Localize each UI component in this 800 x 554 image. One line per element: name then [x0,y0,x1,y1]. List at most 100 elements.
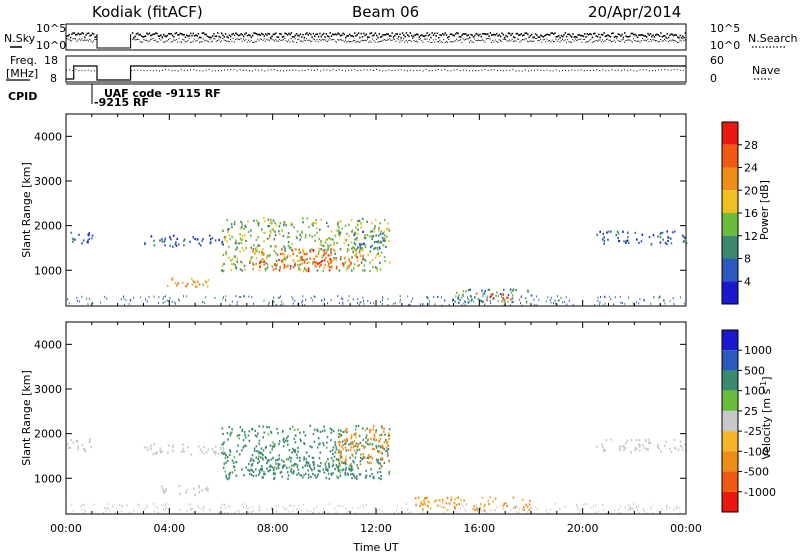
data-cell [193,511,195,514]
noise-search-point [669,39,671,41]
data-cell [202,507,204,509]
data-cell [527,290,529,293]
noise-sky-point [484,33,486,35]
noise-sky-point [350,34,352,37]
nave-point [565,69,567,71]
data-cell [319,228,321,231]
noise-sky-point [244,33,246,35]
data-cell [271,445,274,448]
noise-search-point [556,40,558,42]
nave-point [425,69,427,70]
noise-sky-point [272,33,275,36]
data-cell [307,469,309,472]
data-cell [275,224,277,227]
data-cell [343,242,345,245]
nave-point [605,70,607,72]
noise-search-point [631,41,633,43]
data-cell [199,448,202,451]
noise-sky-point [237,34,240,37]
data-cell [554,502,556,505]
noise-sky-point [642,34,644,36]
noise-search-point [573,40,575,42]
data-cell [296,236,298,239]
noise-sky-point [516,32,519,35]
data-cell [340,256,342,259]
data-cell [369,235,371,238]
noise-sky-point [431,32,433,34]
noise-search-point [642,38,644,39]
data-cell [394,302,396,305]
data-cell [241,225,243,228]
data-cell [601,446,604,449]
data-cell [68,302,70,305]
data-cell [296,463,299,466]
data-cell [387,454,389,457]
data-cell [144,508,146,511]
noise-sky-point [283,35,285,38]
noise-sky-point [262,33,264,36]
data-cell [619,446,621,450]
noise-sky-point [292,36,294,38]
noise-search-point [261,38,262,40]
noise-sky-point [620,35,622,37]
data-cell [304,304,306,307]
noise-search-point [342,39,344,41]
data-cell [358,448,361,451]
data-cell [330,230,333,233]
nave-point [388,69,390,71]
data-cell [240,296,242,298]
noise-sky-point [95,35,98,38]
data-cell [602,232,605,235]
data-cell [296,473,298,476]
data-cell [490,295,492,298]
data-cell [93,503,95,506]
data-cell [388,239,390,243]
noise-sky-point [430,36,432,39]
data-cell [264,269,267,272]
noise-sky-point [356,34,358,36]
colorbar-segment [722,330,738,351]
noise-search-point [339,38,341,40]
data-cell [320,218,322,221]
data-cell [269,465,271,468]
noise-sky-point [613,36,616,38]
noise-sky-point [426,32,428,34]
data-cell [290,468,293,471]
noise-search-point [674,40,676,41]
nave-point [171,70,173,72]
data-cell [181,281,184,284]
data-cell [460,499,462,502]
noise-search-point [162,41,164,43]
data-cell [577,508,579,511]
data-cell [363,264,366,267]
data-cell [161,503,163,506]
data-cell [465,301,467,303]
data-cell [176,237,179,241]
noise-search-point [175,39,177,40]
data-cell [356,238,358,242]
noise-sky-point [584,33,586,35]
noise-search-point [448,39,450,40]
data-cell [258,452,260,455]
data-cell [319,470,321,473]
data-cell [330,439,332,442]
data-cell [467,301,470,304]
data-cell [279,265,282,268]
noise-sky-point [467,34,470,36]
data-cell [383,240,386,243]
noise-sky-point [78,33,81,36]
noise-sky-point [633,33,635,36]
data-cell [358,303,360,306]
data-cell [643,299,645,302]
nave-point [670,69,672,71]
data-cell [647,442,650,445]
noise-search-point [286,41,288,43]
data-cell [672,297,674,300]
data-cell [492,297,495,300]
data-cell [315,222,317,225]
data-cell [229,453,231,456]
data-cell [342,298,344,301]
data-cell [419,504,421,507]
noise-sky-point [414,34,417,36]
